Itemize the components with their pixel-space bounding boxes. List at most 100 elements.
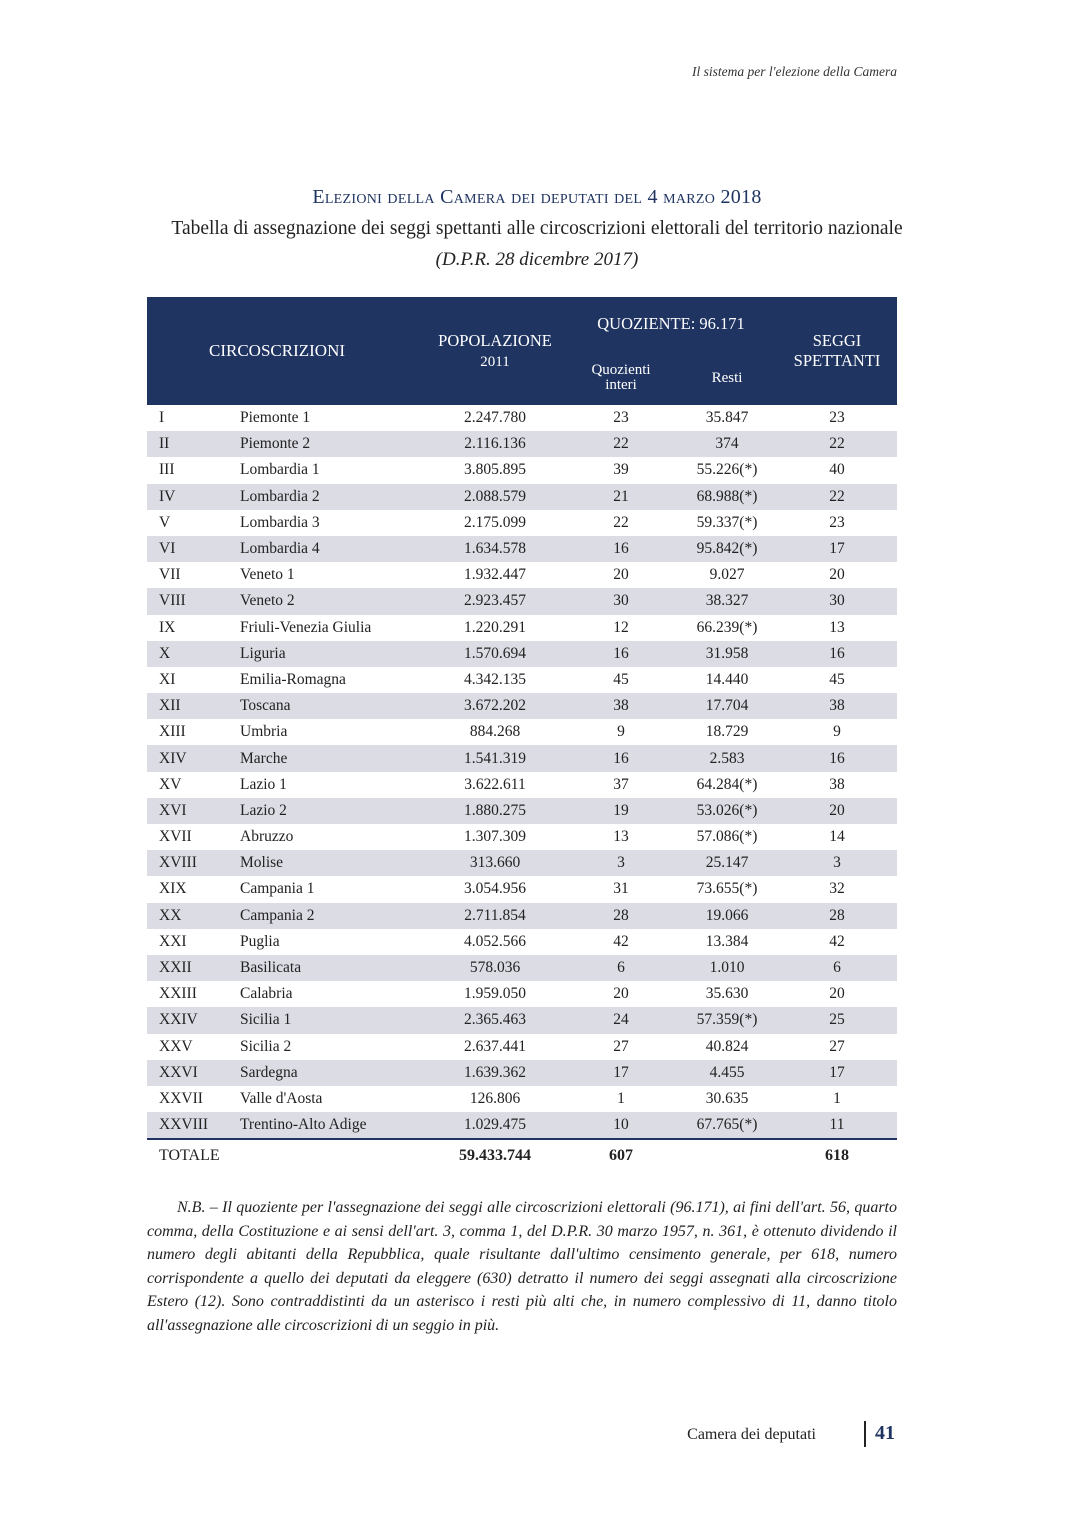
row-quozienti-interi: 21 (565, 483, 678, 510)
row-population: 1.220.291 (464, 618, 527, 636)
header-resti: Resti (677, 351, 778, 405)
header-quozienti-interi-2: interi (605, 377, 637, 393)
row-number: XXIV (147, 1007, 240, 1034)
row-quozienti-interi: 22 (565, 431, 678, 458)
row-seggi: 17 (777, 1059, 898, 1086)
table-row: XII Toscana 3.672.202 38 17.704 38 (147, 693, 898, 720)
row-resti: 64.284(*) (696, 775, 758, 793)
row-resti: 35.630 (705, 985, 749, 1003)
row-number: XIII (159, 723, 186, 741)
row-seggi: 13 (829, 618, 845, 636)
table-row: XIV Marche 1.541.319 16 2.583 16 (147, 745, 898, 772)
row-seggi: 1 (833, 1089, 841, 1107)
header-seggi-1: SEGGI (812, 331, 862, 350)
row-seggi: 38 (829, 775, 845, 793)
row-number: I (159, 409, 165, 427)
row-resti: 59.337(*) (696, 513, 758, 531)
row-name: Valle d'Aosta (240, 1089, 323, 1107)
table-body: I Piemonte 1 2.247.780 23 35.847 23 II Piemonte… (147, 405, 898, 1173)
row-seggi: 20 (829, 566, 845, 584)
row-name: Abruzzo (240, 828, 294, 846)
row-quozienti-interi: 30 (565, 588, 678, 615)
row-population: 3.672.202 (425, 693, 566, 720)
row-name: Veneto 1 (240, 566, 295, 584)
row-name: Puglia (240, 932, 280, 950)
row-number: XVI (147, 797, 240, 824)
row-number: X (147, 640, 240, 667)
row-population: 1.639.362 (425, 1059, 566, 1086)
table-row: XV Lazio 1 3.622.611 37 64.284(*) 38 (147, 772, 897, 798)
row-name: Lombardia 1 (240, 461, 320, 479)
table-row: XXV Sicilia 2 2.637.441 27 40.824 27 (147, 1034, 897, 1060)
row-quozienti-interi: 23 (613, 409, 629, 427)
row-quozienti-interi: 9 (617, 723, 625, 741)
row-population: 1.932.447 (464, 566, 527, 584)
header-quozienti-interi-1: Quozienti (591, 362, 651, 378)
row-quozienti-interi: 20 (613, 985, 629, 1003)
row-name: Basilicata (240, 954, 426, 982)
total-label: TOTALE (147, 1138, 240, 1173)
row-number: VII (159, 566, 181, 584)
header-seggi: SEGGI SPETTANTI (777, 297, 898, 405)
row-population: 1.880.275 (425, 797, 566, 824)
row-seggi: 30 (777, 588, 898, 615)
row-seggi: 28 (777, 902, 898, 929)
row-number: V (159, 513, 171, 531)
row-quozienti-interi: 20 (613, 566, 629, 584)
table-row: VI Lombardia 4 1.634.578 16 95.842(*) 17 (147, 535, 898, 563)
row-resti: 35.847 (705, 409, 749, 427)
row-population: 126.806 (469, 1089, 521, 1107)
row-seggi: 20 (829, 985, 845, 1003)
row-seggi: 45 (829, 670, 845, 688)
row-population: 2.247.780 (464, 409, 527, 427)
row-population: 2.175.099 (464, 513, 527, 531)
row-name: Lombardia 3 (240, 513, 320, 531)
row-resti: 31.958 (677, 640, 778, 667)
table-row: XXIV Sicilia 1 2.365.463 24 57.359(*) 25 (147, 1007, 898, 1034)
row-name: Umbria (240, 723, 288, 741)
row-number: VI (147, 535, 240, 563)
table-row: IV Lombardia 2 2.088.579 21 68.988(*) 22 (147, 483, 898, 510)
table-row: XXI Puglia 4.052.566 42 13.384 42 (147, 929, 897, 955)
table-row: XXIII Calabria 1.959.050 20 35.630 20 (147, 981, 897, 1007)
row-population: 3.054.956 (464, 880, 527, 898)
row-name: Emilia-Romagna (240, 670, 346, 688)
row-quozienti-interi: 42 (613, 932, 629, 950)
table-row: XX Campania 2 2.711.854 28 19.066 28 (147, 902, 898, 929)
row-quozienti-interi: 17 (565, 1059, 678, 1086)
row-number: XIX (159, 880, 187, 898)
row-name: Lombardia 2 (240, 483, 426, 510)
header-seggi-2: SPETTANTI (793, 351, 881, 370)
header-quozienti-interi: Quozienti interi (565, 351, 678, 405)
row-name: Molise (240, 850, 426, 877)
row-number: VIII (147, 588, 240, 615)
row-quozienti-interi: 39 (613, 461, 629, 479)
row-quozienti-interi: 1 (617, 1089, 625, 1107)
row-resti: 2.583 (677, 745, 778, 772)
row-seggi: 25 (777, 1007, 898, 1034)
row-name: Sicilia 2 (240, 1037, 292, 1055)
row-seggi: 16 (777, 745, 898, 772)
row-number: XXVI (147, 1059, 240, 1086)
row-resti: 95.842(*) (677, 535, 778, 563)
total-population: 59.433.744 (425, 1138, 566, 1173)
decree-reference: (D.P.R. 28 dicembre 2017) (435, 249, 639, 270)
row-number: IV (147, 483, 240, 510)
row-quozienti-interi: 16 (565, 640, 678, 667)
row-number: XXVIII (147, 1112, 240, 1140)
row-population: 3.622.611 (464, 775, 526, 793)
row-resti: 374 (677, 431, 778, 458)
row-quozienti-interi: 19 (565, 797, 678, 824)
row-seggi: 42 (829, 932, 845, 950)
row-population: 1.570.694 (425, 640, 566, 667)
running-header: Il sistema per l'elezione della Camera (692, 64, 897, 79)
row-population: 2.637.441 (464, 1037, 527, 1055)
row-population: 2.088.579 (425, 483, 566, 510)
row-population: 1.959.050 (464, 985, 527, 1003)
row-seggi: 3 (777, 850, 898, 877)
row-resti: 68.988(*) (677, 483, 778, 510)
row-population: 1.541.319 (425, 745, 566, 772)
footer-label: Camera dei deputati (687, 1426, 816, 1443)
row-quozienti-interi: 16 (565, 745, 678, 772)
row-resti: 14.440 (705, 670, 749, 688)
